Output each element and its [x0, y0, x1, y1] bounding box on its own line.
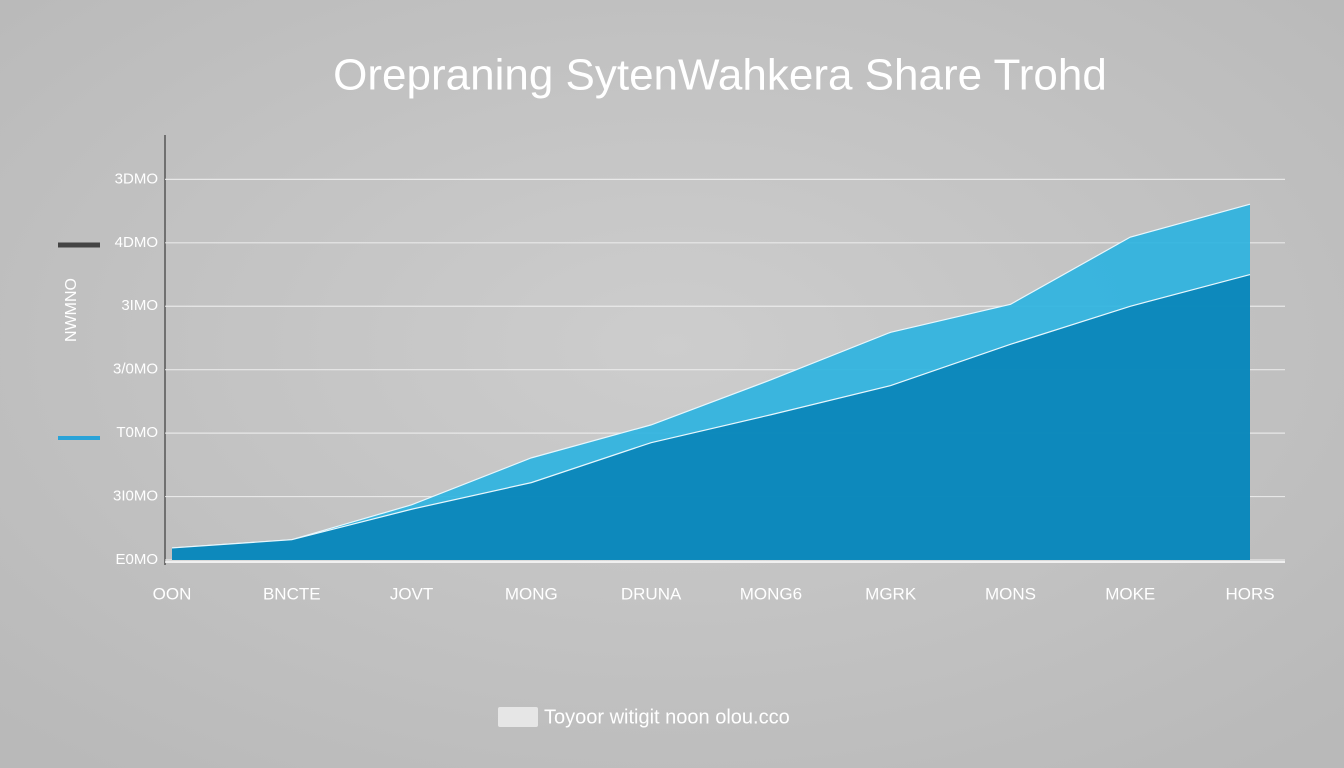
x-tick-label: MONG — [505, 584, 558, 603]
y-tick-label: 3I0MO — [113, 488, 158, 505]
x-tick-label: HORS — [1225, 584, 1274, 603]
chart-title: Orepraning SytenWahkera Share Trohd — [333, 51, 1107, 100]
area-edge — [171, 203, 1251, 549]
legend-label: Toyoor witigit noon olou.cco — [544, 706, 790, 728]
x-tick-label: MGRK — [865, 584, 917, 603]
x-tick-label: DRUNA — [621, 584, 682, 603]
plot — [165, 178, 1285, 561]
x-tick-label: JOVT — [390, 584, 433, 603]
y-tick-label: 3IMO — [121, 297, 158, 314]
y-tick-label: 3DMO — [115, 170, 158, 187]
x-tick-label: MOKE — [1105, 584, 1155, 603]
legend-swatch — [498, 707, 538, 727]
y-tick-label: E0MO — [115, 551, 158, 568]
x-tick-label: MONG6 — [740, 584, 802, 603]
area — [172, 274, 1250, 560]
area-edge — [171, 273, 1251, 549]
x-tick-label: MONS — [985, 584, 1036, 603]
y-axis-label: NWMNO — [63, 278, 80, 342]
y-tick-label: 4DMO — [115, 234, 158, 251]
x-tick-label: OON — [153, 584, 192, 603]
y-tick-label: 3/0MO — [113, 361, 158, 378]
y-tick-label: T0MO — [116, 424, 158, 441]
x-tick-label: BNCTE — [263, 584, 321, 603]
